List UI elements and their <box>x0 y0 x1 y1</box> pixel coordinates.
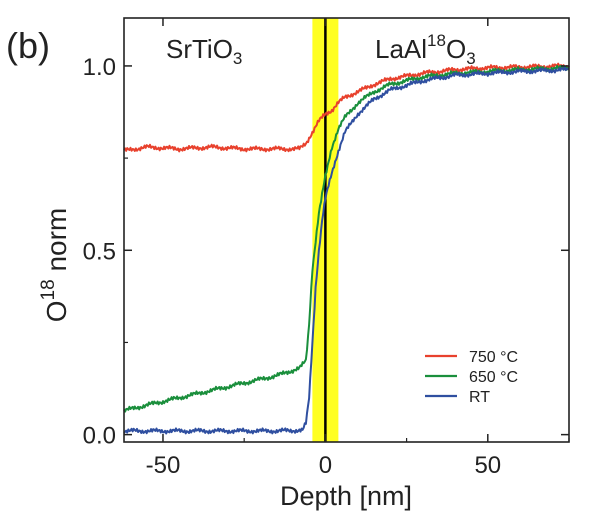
ticks: -50 0 50 0.0 0.5 1.0 <box>83 18 570 479</box>
panel-label: (b) <box>6 25 50 66</box>
region-right-main: O <box>446 34 466 64</box>
y-tick-label: 1.0 <box>83 54 116 81</box>
y-label-rest: norm <box>41 208 72 280</box>
series-line-3 <box>123 66 570 435</box>
y-tick-label: 0.5 <box>83 238 116 265</box>
y-axis-label: O18 norm <box>38 208 72 323</box>
series-group <box>123 62 570 435</box>
region-right-pre: LaAl <box>375 34 427 64</box>
y-label-sup: 18 <box>38 279 59 300</box>
region-right-sub: 3 <box>466 49 475 68</box>
region-left-sub: 3 <box>233 49 242 68</box>
region-label-left: SrTiO3 <box>166 34 242 68</box>
legend: 750 °C 650 °C RT <box>425 349 518 406</box>
series-line-2 <box>123 65 570 413</box>
x-axis-label: Depth [nm] <box>280 481 412 511</box>
x-tick-label: -50 <box>146 452 181 479</box>
y-label-main: O <box>41 300 72 322</box>
plot-frame <box>123 17 570 443</box>
legend-label: 750 °C <box>469 349 518 366</box>
series-line-1 <box>123 62 570 153</box>
y-tick-label: 0.0 <box>83 423 116 450</box>
x-tick-label: 0 <box>319 452 332 479</box>
x-tick-label: 50 <box>474 452 501 479</box>
legend-label: 650 °C <box>469 369 518 386</box>
legend-label: RT <box>469 389 490 406</box>
region-label-right: LaAl18O3 <box>375 31 476 68</box>
region-left-main: SrTiO <box>166 34 233 64</box>
region-right-sup: 18 <box>427 31 446 50</box>
